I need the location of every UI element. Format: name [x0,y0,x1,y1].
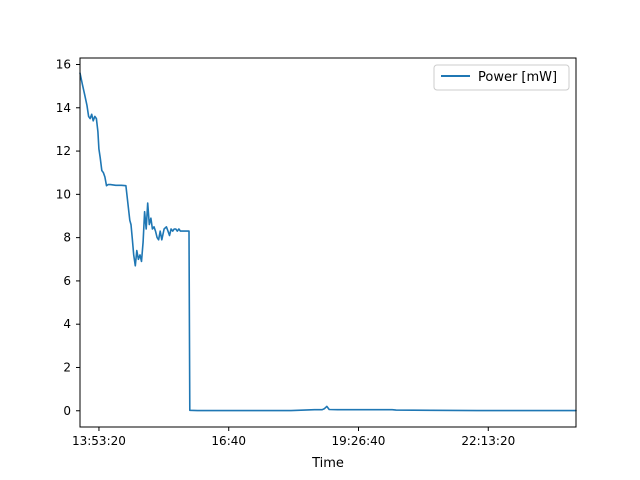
y-tick-label: 8 [63,231,71,245]
x-axis-label: Time [311,456,344,471]
plot-area [80,58,576,427]
x-tick-label: 19:26:40 [332,434,386,448]
series-layer [79,72,577,412]
y-tick-label: 6 [63,274,71,288]
y-tick-label: 2 [63,360,71,374]
x-tick-label: 16:40 [211,434,246,448]
legend: Power [mW] [433,64,570,91]
series-line [79,72,577,412]
y-tick-label: 0 [63,404,71,418]
legend-box [433,64,570,91]
x-tick-label: 22:13:20 [461,434,515,448]
legend-label: Power [mW] [478,70,557,85]
y-axis-ticks: 0 2 4 6 8 10 12 14 16 [56,57,80,418]
x-tick-label: 13:53:20 [72,434,126,448]
y-tick-label: 12 [56,144,71,158]
plot-frame [79,57,577,428]
y-tick-label: 14 [56,101,71,115]
x-axis-ticks: 13:53:20 16:40 19:26:40 22:13:20 [72,427,515,448]
y-tick-label: 16 [56,57,71,71]
y-tick-label: 10 [56,187,71,201]
y-tick-label: 4 [63,317,71,331]
